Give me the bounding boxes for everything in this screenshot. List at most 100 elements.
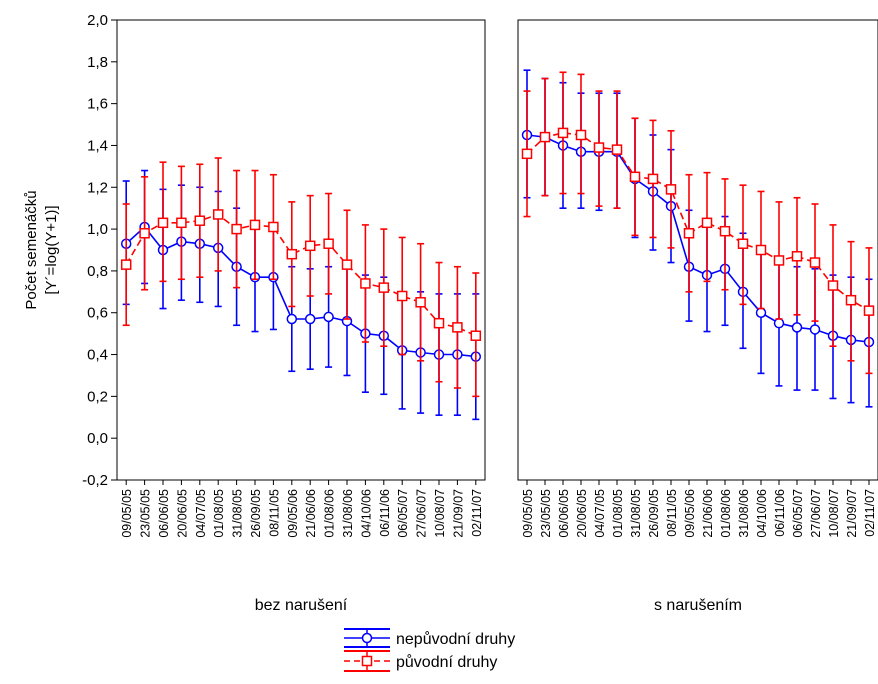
legend-item-series2: původní druhy <box>344 650 497 672</box>
legend-marker-series1 <box>361 632 373 644</box>
data-point <box>593 142 605 153</box>
data-point <box>286 313 298 325</box>
legend-label-series2: původní druhy <box>396 653 497 671</box>
x-axis-label-panel-1: bez narušení <box>255 597 348 614</box>
data-point <box>323 311 334 323</box>
data-point <box>249 219 261 231</box>
y-tick-label: 0,4 <box>87 347 108 364</box>
y-tick-label: 0,2 <box>87 388 108 405</box>
x-tick-label: 20/06/05 <box>175 489 189 538</box>
plot-frame-panel-2 <box>517 19 878 481</box>
series-line <box>526 132 870 312</box>
x-tick-label: 04/10/06 <box>755 489 769 538</box>
data-point <box>557 127 569 139</box>
data-point <box>341 259 353 270</box>
data-point <box>323 238 334 249</box>
x-tick-label: 31/08/05 <box>231 489 245 538</box>
x-tick-label: 21/06/06 <box>701 489 715 538</box>
legend: nepůvodní druhy původní druhy <box>344 628 515 672</box>
data-point <box>791 251 803 262</box>
data-point <box>683 228 695 239</box>
data-point <box>845 294 857 306</box>
data-point <box>539 131 551 143</box>
x-tick-label: 01/08/05 <box>611 489 625 538</box>
data-point <box>396 290 408 302</box>
x-tick-label: 06/06/05 <box>157 489 171 538</box>
data-point <box>809 324 821 335</box>
legend-item-series1: nepůvodní druhy <box>344 628 515 648</box>
x-tick-label: 06/06/05 <box>557 489 571 538</box>
x-tick-label: 02/11/07 <box>470 489 484 537</box>
data-point <box>791 322 803 333</box>
data-point <box>304 240 316 252</box>
y-tick-label: 0,8 <box>87 263 108 280</box>
x-tick-label: 06/11/06 <box>378 489 392 537</box>
x-tick-label: 01/08/05 <box>212 489 226 538</box>
y-tick-label: 1,0 <box>87 221 108 238</box>
x-tick-label: 04/10/06 <box>359 489 373 538</box>
x-tick-label: 26/09/05 <box>647 489 661 538</box>
data-point <box>286 248 298 260</box>
x-tick-label: 27/06/07 <box>809 489 823 538</box>
data-point <box>231 223 242 235</box>
data-point <box>521 148 533 160</box>
x-tick-label: 04/07/05 <box>593 489 607 538</box>
data-point <box>157 217 169 229</box>
x-tick-label: 20/06/05 <box>575 489 589 538</box>
legend-marker-series2 <box>361 655 373 667</box>
y-tick-label: 1,8 <box>87 54 108 71</box>
x-tick-label: 31/08/06 <box>341 489 355 538</box>
data-point <box>665 184 677 195</box>
y-tick-label: 2,0 <box>87 12 108 29</box>
data-point <box>452 322 463 333</box>
data-point <box>719 225 731 237</box>
x-tick-label: 01/08/06 <box>323 489 337 538</box>
x-tick-label: 06/05/07 <box>791 489 805 538</box>
x-tick-label: 09/05/06 <box>286 489 300 538</box>
y-tick-label: 1,2 <box>87 179 108 196</box>
data-point <box>755 244 767 256</box>
data-point <box>212 209 224 220</box>
data-point <box>647 173 659 185</box>
x-tick-label: 31/08/06 <box>737 489 751 538</box>
x-axis-label-panel-2: s narušením <box>654 597 742 614</box>
data-point <box>360 278 371 289</box>
data-point <box>268 221 279 233</box>
x-tick-label: 04/07/05 <box>194 489 208 538</box>
data-point <box>773 255 785 266</box>
x-tick-label: 21/09/07 <box>451 489 465 538</box>
x-tick-label: 06/05/07 <box>396 489 410 538</box>
x-tick-label: 09/05/05 <box>120 489 134 538</box>
data-point <box>737 238 749 249</box>
x-tick-label: 27/06/07 <box>415 489 429 538</box>
x-tick-label: 26/09/05 <box>249 489 263 538</box>
plot-frame-panel-1 <box>116 19 486 481</box>
data-point <box>701 217 713 229</box>
data-point <box>863 305 875 316</box>
data-point <box>773 317 785 329</box>
x-tick-label: 21/09/07 <box>845 489 859 538</box>
data-point <box>827 280 839 291</box>
x-tick-label: 01/08/06 <box>719 489 733 538</box>
x-tick-label: 09/05/05 <box>521 489 535 538</box>
data-point <box>194 215 206 226</box>
x-tick-label: 08/11/05 <box>665 489 679 537</box>
legend-label-series1: nepůvodní druhy <box>396 630 515 648</box>
x-tick-label: 02/11/07 <box>863 489 877 537</box>
series-line <box>125 213 477 337</box>
data-point <box>415 297 426 308</box>
data-point <box>629 171 641 183</box>
y-tick-label: 1,4 <box>87 137 108 154</box>
x-tick-label: 08/11/05 <box>267 489 281 537</box>
y-tick-label: 0,0 <box>87 430 108 447</box>
data-point <box>378 282 390 293</box>
data-point <box>176 217 187 229</box>
x-tick-label: 10/08/07 <box>827 489 841 538</box>
y-tick-label: 1,6 <box>87 96 108 113</box>
data-point <box>120 259 132 270</box>
y-axis-label-line1: Počet semenáčků <box>23 190 40 309</box>
data-point <box>139 228 150 239</box>
data-point <box>755 307 767 318</box>
data-point <box>575 129 587 141</box>
